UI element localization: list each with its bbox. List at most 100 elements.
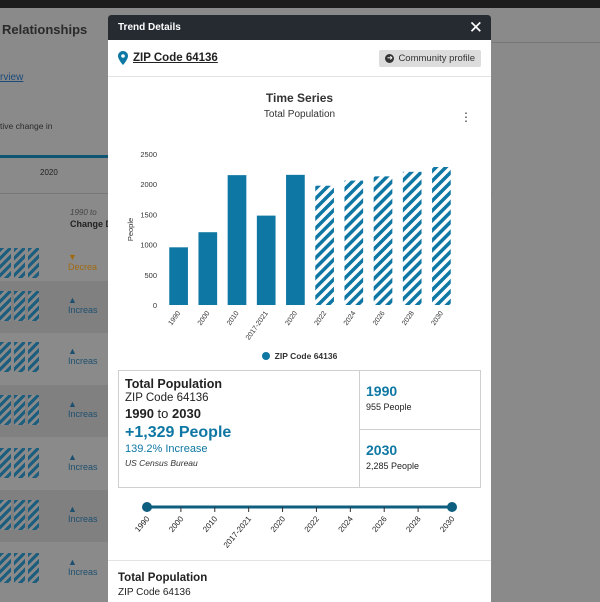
section-heading: Total Population (118, 572, 208, 584)
background-status: ▲ Increas (68, 452, 98, 472)
background-mini-bars (0, 291, 39, 321)
modal-title: Trend Details (118, 22, 181, 33)
background-table-row: ▼ Decrea (0, 238, 108, 290)
background-mini-bar (14, 500, 25, 530)
summary-start-year: 1990 (366, 383, 398, 399)
background-mini-bar (0, 500, 11, 530)
background-mini-bar (28, 342, 39, 372)
bar[interactable] (227, 175, 247, 305)
slider-label: 2024 (337, 514, 356, 534)
slider-label: 2028 (404, 514, 423, 534)
background-table-row: ▲ Increas (0, 438, 108, 490)
y-tick-label: 0 (153, 301, 157, 310)
slider-label: 2020 (269, 514, 288, 534)
background-mini-bar (0, 395, 11, 425)
bar[interactable] (198, 232, 218, 305)
background-mini-bar (28, 395, 39, 425)
background-mini-bars (0, 448, 39, 478)
background-right-panel (492, 42, 600, 602)
background-mini-bars (0, 553, 39, 583)
x-tick-label: 2010 (226, 310, 241, 327)
x-tick-label: 2030 (430, 310, 445, 327)
summary-start-value: 955 People (366, 402, 412, 412)
background-status: ▼ Decrea (68, 252, 98, 272)
bar[interactable] (286, 174, 305, 305)
location-bar: ZIP Code 64136 ➜ Community profile (108, 40, 491, 77)
chart-subtitle: Total Population (263, 109, 336, 120)
x-tick-label: 2024 (343, 310, 358, 327)
projected-bar[interactable] (432, 166, 451, 305)
modal-header: Trend Details ✕ (108, 15, 491, 40)
bar[interactable] (256, 215, 276, 305)
summary-start-cell: 1990 955 People (360, 371, 480, 429)
y-tick-label: 2500 (140, 150, 157, 159)
section-subheading: ZIP Code 64136 (118, 587, 191, 598)
background-mini-bar (14, 395, 25, 425)
page-title: Relationships (2, 22, 88, 37)
app-top-bar (0, 0, 600, 8)
summary-change: +1,329 People (125, 424, 232, 441)
column-range-label: 1990 to (70, 208, 97, 217)
summary-to-year: 2030 (172, 406, 201, 421)
projected-bar[interactable] (373, 176, 393, 305)
background-year-label: 2020 (40, 168, 58, 177)
slider-label: 2022 (303, 514, 322, 534)
legend-label: ZIP Code 64136 (274, 351, 338, 361)
background-mini-bar (0, 448, 11, 478)
summary-source: US Census Bureau (125, 458, 198, 468)
bar[interactable] (169, 247, 188, 305)
projected-bar[interactable] (315, 185, 334, 305)
summary-from-year: 1990 (125, 406, 154, 421)
x-tick-label: 2000 (197, 310, 212, 327)
summary-end-value: 2,285 People (366, 460, 420, 471)
summary-to-word: to (157, 406, 169, 421)
chart-title: Time Series (265, 91, 334, 105)
background-table-row: ▲ Increas (0, 281, 108, 333)
x-tick-label: 2020 (284, 310, 299, 327)
chart-menu-icon[interactable]: ⋮ (460, 110, 472, 124)
summary-main: Total Population ZIP Code 64136 1990 to … (119, 371, 360, 487)
slider-label: 2026 (370, 514, 389, 534)
summary-end-cell: 2030 2,285 People (360, 428, 480, 488)
background-status: ▲ Increas (68, 504, 98, 524)
background-mini-bar (28, 500, 39, 530)
background-table-row: ▲ Increas (0, 543, 108, 595)
x-tick-label: 2026 (372, 310, 387, 327)
chart-legend[interactable]: ZIP Code 64136 (108, 351, 491, 361)
background-mini-bar (0, 291, 11, 321)
y-tick-label: 500 (144, 271, 157, 280)
summary-heading: Total Population (125, 377, 222, 391)
background-status: ▲ Increas (68, 295, 98, 315)
background-table-row: ▲ Increas (0, 490, 108, 542)
year-range-slider[interactable]: 1990 2000 2010 2017-2021 2020 2022 2024 2026 202… (108, 495, 491, 560)
background-mini-bar (0, 248, 11, 278)
summary-panel: Total Population ZIP Code 64136 1990 to … (118, 370, 481, 488)
projected-bar[interactable] (402, 171, 422, 305)
background-mini-bar (14, 248, 25, 278)
background-status: ▲ Increas (68, 557, 98, 577)
background-mini-bar (28, 553, 39, 583)
overview-link[interactable]: rview (0, 72, 24, 83)
close-icon[interactable]: ✕ (468, 18, 483, 37)
background-table-row: ▲ Increas (0, 385, 108, 437)
community-profile-label: Community profile (398, 52, 475, 64)
background-status: ▲ Increas (68, 346, 98, 366)
y-tick-label: 1500 (140, 210, 157, 219)
x-tick-label: 2022 (314, 310, 329, 327)
slider-end-handle[interactable] (447, 502, 457, 512)
location-name-link[interactable]: ZIP Code 64136 (133, 52, 218, 64)
background-mini-bar (28, 448, 39, 478)
map-pin-icon (118, 51, 128, 65)
slider-label: 1990 (133, 514, 152, 534)
slider-start-handle[interactable] (142, 502, 152, 512)
arrow-right-circle-icon: ➜ (385, 53, 395, 63)
community-profile-button[interactable]: ➜ Community profile (379, 49, 481, 67)
summary-end-year: 2030 (366, 441, 398, 458)
x-tick-label: 2028 (401, 310, 416, 327)
projected-bar[interactable] (344, 180, 364, 305)
column-header: Change D (70, 219, 113, 229)
y-axis-label: People (126, 218, 135, 241)
slider-label: 2000 (167, 514, 186, 534)
y-tick-label: 2000 (140, 180, 157, 189)
trend-details-modal: Trend Details ✕ ZIP Code 64136 ➜ Communi… (108, 15, 491, 602)
